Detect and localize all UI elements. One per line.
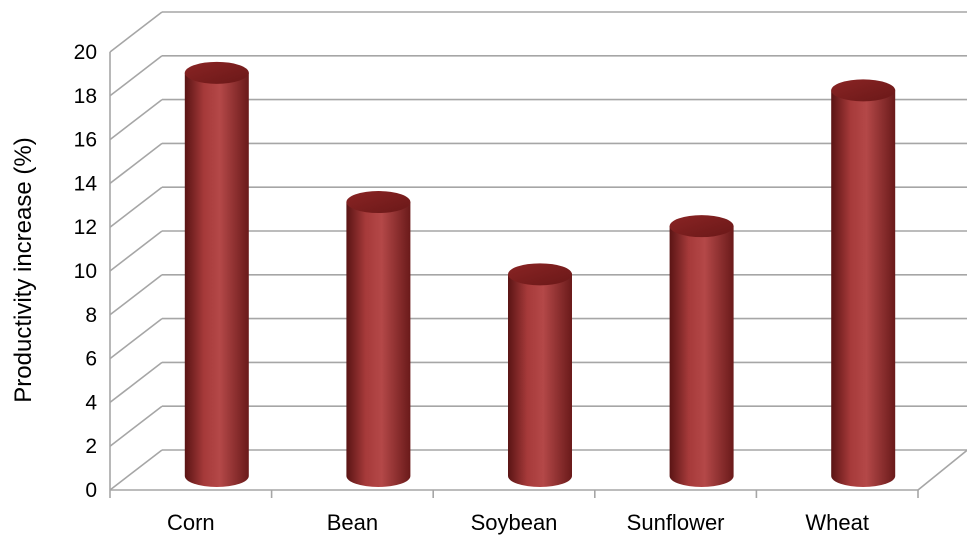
side-gridline bbox=[109, 361, 163, 404]
bar-body bbox=[184, 72, 249, 487]
y-tick-label: 0 bbox=[85, 479, 97, 502]
y-tick-label: 20 bbox=[74, 41, 97, 64]
y-tick-label: 14 bbox=[74, 172, 98, 195]
side-gridline bbox=[109, 186, 163, 228]
x-category-label: Bean bbox=[327, 510, 378, 535]
bar-body bbox=[831, 90, 896, 488]
bar-top bbox=[669, 215, 734, 238]
side-gridline bbox=[109, 98, 163, 141]
x-category-label: Sunflower bbox=[627, 510, 725, 535]
bar bbox=[669, 215, 734, 487]
y-axis-title: Productivity increase (%) bbox=[10, 137, 37, 402]
side-gridline bbox=[109, 55, 163, 97]
bar-body bbox=[508, 274, 572, 487]
side-gridline bbox=[109, 142, 163, 185]
side-gridline bbox=[109, 274, 163, 316]
bar-layer bbox=[184, 61, 896, 488]
side-gridline bbox=[109, 405, 163, 447]
y-tick-label: 12 bbox=[74, 216, 97, 239]
bar-top bbox=[508, 263, 572, 286]
y-tick-label: 10 bbox=[74, 260, 97, 283]
side-gridline bbox=[109, 449, 163, 491]
side-gridline bbox=[109, 11, 163, 53]
side-gridline bbox=[109, 230, 163, 272]
x-category-label: Wheat bbox=[805, 510, 869, 535]
bar bbox=[508, 263, 572, 487]
bar bbox=[184, 61, 249, 487]
side-gridline bbox=[109, 317, 163, 360]
x-category-label: Soybean bbox=[471, 510, 558, 535]
bar-top bbox=[346, 191, 411, 214]
axis-layer bbox=[109, 52, 967, 498]
y-tick-label: 6 bbox=[85, 348, 97, 371]
y-tick-label: 8 bbox=[85, 304, 97, 327]
bar-top bbox=[831, 79, 896, 102]
label-layer: 0 2 4 6 8 10 12 14 16 18 20 Corn Bean Soybean Sunflowe… bbox=[74, 41, 869, 535]
floor-edge bbox=[917, 449, 967, 491]
bar-body bbox=[669, 226, 734, 487]
x-category-label: Corn bbox=[167, 510, 215, 535]
y-tick-label: 16 bbox=[74, 129, 97, 152]
y-tick-label: 4 bbox=[85, 391, 97, 414]
bar-top bbox=[184, 61, 249, 84]
y-tick-label: 18 bbox=[74, 85, 97, 108]
bar bbox=[346, 191, 411, 487]
bar bbox=[831, 79, 896, 488]
bar-body bbox=[346, 202, 411, 487]
y-tick-label: 2 bbox=[85, 435, 97, 458]
